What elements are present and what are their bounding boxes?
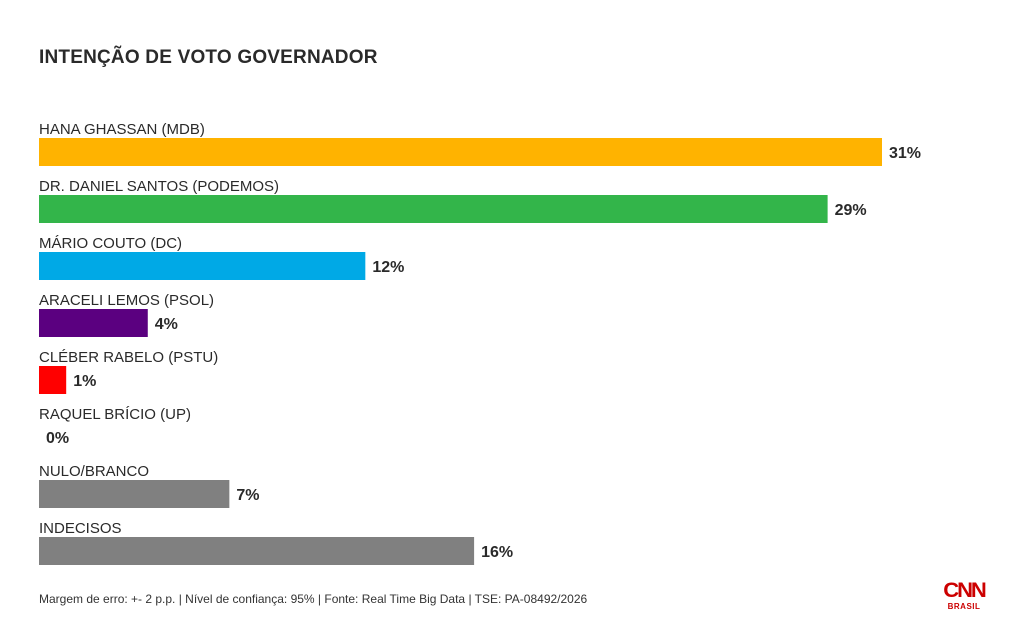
value-label: 16% xyxy=(481,544,513,561)
bar xyxy=(39,480,230,508)
value-label: 31% xyxy=(889,145,921,162)
logo-main-text: CNN xyxy=(943,579,987,602)
category-label: INDECISOS xyxy=(39,520,122,537)
bar xyxy=(39,309,148,337)
value-label: 7% xyxy=(236,487,259,504)
cnn-brasil-logo: CNN BRASIL xyxy=(940,579,988,612)
category-label: ARACELI LEMOS (PSOL) xyxy=(39,292,214,309)
bar xyxy=(39,138,882,166)
value-label: 4% xyxy=(155,316,178,333)
chart-title: INTENÇÃO DE VOTO GOVERNADOR xyxy=(39,47,378,68)
value-label: 12% xyxy=(372,259,404,276)
category-label: MÁRIO COUTO (DC) xyxy=(39,235,182,252)
bar xyxy=(39,366,67,394)
value-label: 1% xyxy=(73,373,96,390)
logo-sub-text: BRASIL xyxy=(947,602,981,611)
value-label: 0% xyxy=(46,430,69,447)
bar xyxy=(39,195,828,223)
category-label: HANA GHASSAN (MDB) xyxy=(39,121,205,138)
category-label: CLÉBER RABELO (PSTU) xyxy=(39,349,218,366)
bar xyxy=(39,537,475,565)
value-label: 29% xyxy=(835,202,867,219)
category-label: NULO/BRANCO xyxy=(39,463,149,480)
bar-chart: HANA GHASSAN (MDB) 31% DR. DANIEL SANTOS (… xyxy=(39,121,921,565)
category-label: DR. DANIEL SANTOS (PODEMOS) xyxy=(39,178,279,195)
category-label: RAQUEL BRÍCIO (UP) xyxy=(39,406,191,423)
bar xyxy=(39,252,366,280)
footer-note: Margem de erro: +- 2 p.p. | Nível de con… xyxy=(39,592,588,606)
